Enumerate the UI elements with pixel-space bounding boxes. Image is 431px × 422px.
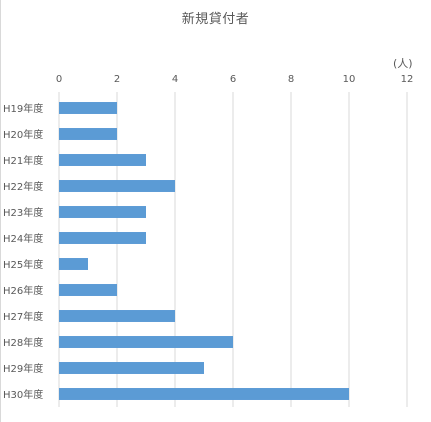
category-label: H25年度 [3,258,43,271]
chart-title: 新規貸付者 [181,12,250,27]
category-label: H23年度 [3,206,43,219]
bar [59,258,88,270]
category-label: H26年度 [3,284,43,297]
x-tick-label: 6 [230,74,236,85]
bar [59,102,117,114]
x-tick-label: 2 [114,74,120,85]
unit-label: (人) [393,57,413,70]
category-label: H21年度 [3,154,43,167]
category-label: H22年度 [3,180,43,193]
bar [59,336,233,348]
category-label: H29年度 [3,362,43,375]
bar [59,362,204,374]
x-tick-label: 10 [343,74,356,85]
bar [59,310,175,322]
category-label: H24年度 [3,232,43,245]
bar [59,284,117,296]
x-tick-label: 4 [172,74,178,85]
bar [59,128,117,140]
category-label: H30年度 [3,388,43,401]
category-label: H19年度 [3,102,43,115]
x-tick-label: 12 [401,74,414,85]
bar [59,206,146,218]
bar [59,232,146,244]
left-border [0,0,1,422]
category-label: H28年度 [3,336,43,349]
category-label: H20年度 [3,128,43,141]
category-label: H27年度 [3,310,43,323]
bar [59,180,175,192]
bar [59,154,146,166]
x-tick-label: 0 [56,74,62,85]
x-tick-label: 8 [288,74,294,85]
bar [59,388,349,400]
